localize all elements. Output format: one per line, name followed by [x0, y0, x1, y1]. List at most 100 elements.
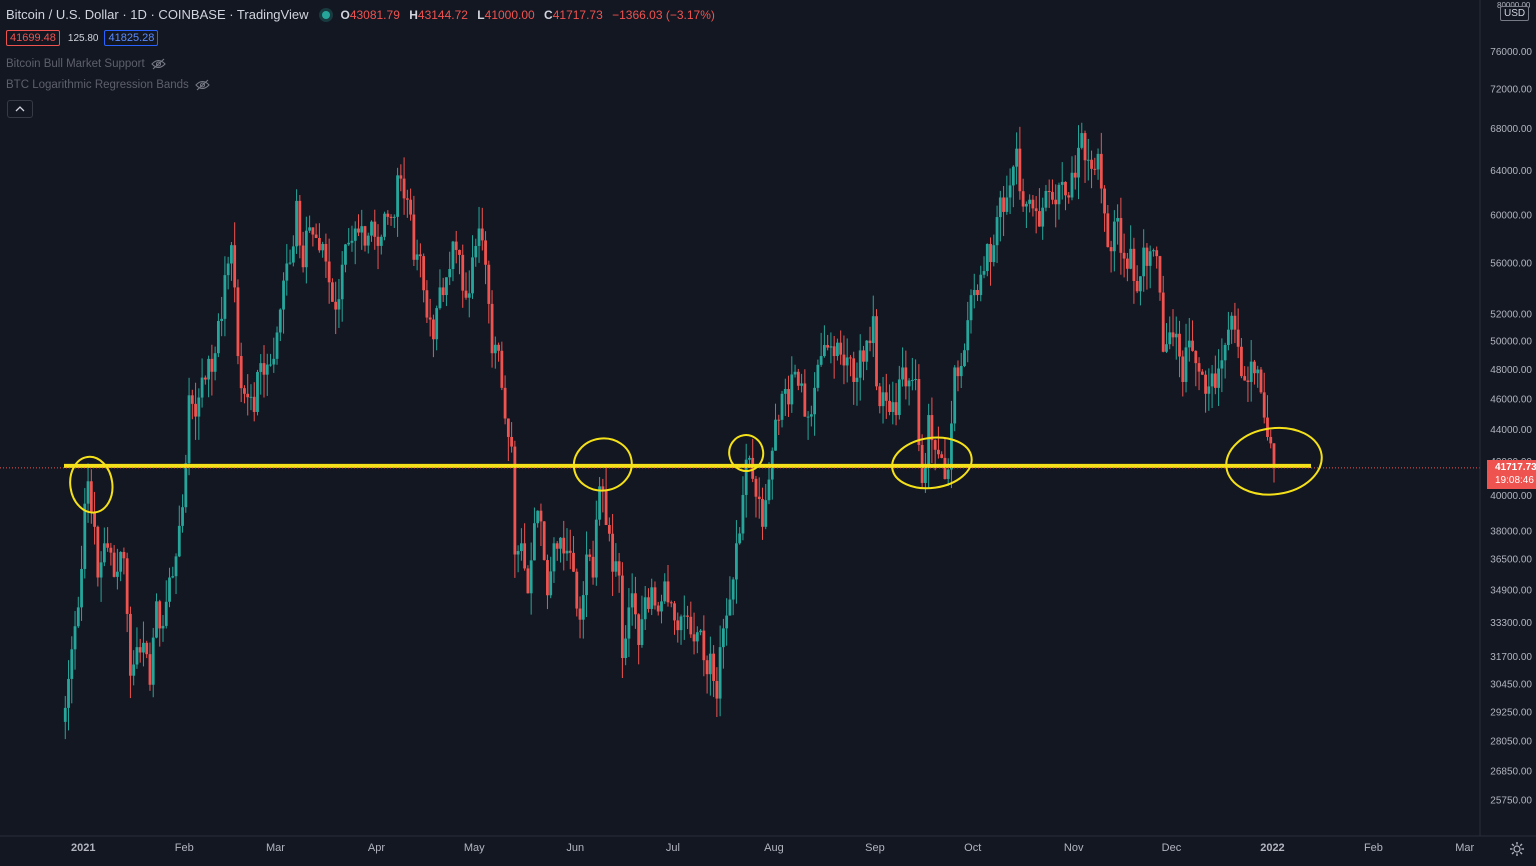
candle	[246, 374, 250, 416]
candle	[751, 438, 755, 483]
candle	[399, 164, 403, 192]
candle	[389, 214, 393, 226]
candle	[578, 596, 582, 639]
candle	[943, 439, 947, 480]
symbol-title[interactable]: Bitcoin / U.S. Dollar · 1D · COINBASE · …	[6, 7, 309, 22]
candle	[803, 369, 807, 417]
candle	[386, 210, 390, 225]
candle	[1262, 372, 1266, 424]
candle	[1240, 338, 1243, 379]
time-tick-label: 2022	[1260, 842, 1284, 854]
candle	[428, 298, 432, 337]
candle	[559, 537, 562, 563]
candle	[272, 337, 276, 373]
candle	[1064, 181, 1067, 211]
time-tick-label: 2021	[71, 842, 95, 854]
time-tick-label: Apr	[368, 842, 385, 854]
open-value: 43081.79	[349, 7, 400, 22]
time-axis[interactable]: 2021 Feb Mar Apr May Jun Jul Aug Sep Oct Nov Dec 202…	[71, 842, 1474, 854]
candle	[259, 354, 263, 395]
candle	[487, 260, 491, 324]
candle	[1011, 165, 1015, 208]
candle	[767, 462, 771, 505]
candle	[145, 640, 149, 659]
candle	[288, 249, 292, 265]
top-price-label: 80000.00	[1497, 1, 1530, 10]
candle	[109, 542, 113, 566]
candle	[275, 326, 279, 365]
time-tick-label: Jun	[566, 842, 584, 854]
indicator-legend-bull-market-support[interactable]: Bitcoin Bull Market Support	[6, 58, 166, 70]
candle	[953, 365, 957, 432]
candle	[1272, 443, 1276, 483]
candle	[832, 335, 836, 379]
collapse-legend-button[interactable]	[7, 100, 33, 118]
candle	[1119, 197, 1123, 275]
sell-price-button[interactable]: 41699.48	[6, 30, 60, 46]
candle	[715, 667, 719, 718]
candle	[1187, 317, 1191, 362]
candle	[249, 384, 253, 411]
candle	[1223, 342, 1227, 379]
candle	[816, 359, 820, 392]
candle	[979, 265, 983, 302]
candle	[721, 618, 725, 669]
candle	[317, 223, 321, 253]
candle	[412, 195, 416, 267]
price-axis-bg[interactable]	[1480, 0, 1536, 836]
candle	[640, 595, 644, 648]
candle	[415, 239, 419, 271]
candle	[1099, 132, 1103, 204]
candle	[940, 451, 944, 459]
indicator-legend-log-regression-bands[interactable]: BTC Logarithmic Regression Bands	[6, 79, 210, 91]
candle	[862, 345, 865, 381]
eye-off-icon[interactable]	[195, 79, 210, 91]
candle	[282, 272, 285, 334]
candle	[269, 353, 272, 367]
price-tick-label: 50000.00	[1490, 337, 1532, 348]
candle	[1165, 323, 1168, 353]
candle	[1142, 229, 1146, 292]
candle	[1168, 316, 1172, 350]
time-tick-label: Mar	[266, 842, 285, 854]
candle	[262, 345, 266, 398]
settings-gear-icon[interactable]	[1509, 841, 1525, 862]
candle	[239, 342, 243, 403]
buy-price-button[interactable]: 41825.28	[104, 30, 159, 46]
candle	[1112, 210, 1116, 272]
time-tick-label: Aug	[764, 842, 784, 854]
candle	[712, 645, 716, 698]
candle	[96, 525, 100, 587]
currency-button[interactable]: USD	[1500, 6, 1530, 21]
candle	[357, 214, 360, 237]
candle	[1067, 192, 1071, 204]
price-tick-label: 33300.00	[1490, 618, 1532, 629]
candle	[533, 507, 536, 561]
candle	[702, 615, 706, 677]
candle	[1249, 340, 1253, 402]
candle	[1129, 225, 1133, 270]
circle-annotation	[572, 437, 633, 492]
candle	[1253, 359, 1256, 385]
close-value: 41717.73	[552, 7, 603, 22]
candle	[617, 552, 621, 593]
candle	[985, 243, 989, 277]
candle	[897, 365, 901, 420]
candle	[1236, 308, 1240, 359]
candle	[190, 389, 194, 420]
candle	[67, 660, 70, 731]
time-tick-label: Oct	[964, 842, 981, 854]
candle	[122, 547, 126, 575]
candle	[1116, 204, 1120, 245]
candle	[477, 206, 481, 263]
price-tick-label: 36500.00	[1490, 554, 1532, 565]
candle	[552, 537, 556, 583]
candle	[836, 338, 839, 361]
candle	[432, 314, 435, 358]
candle	[1171, 309, 1175, 347]
eye-off-icon[interactable]	[150, 58, 166, 70]
candle	[500, 341, 504, 391]
candle	[546, 554, 549, 610]
candle	[1230, 312, 1234, 344]
